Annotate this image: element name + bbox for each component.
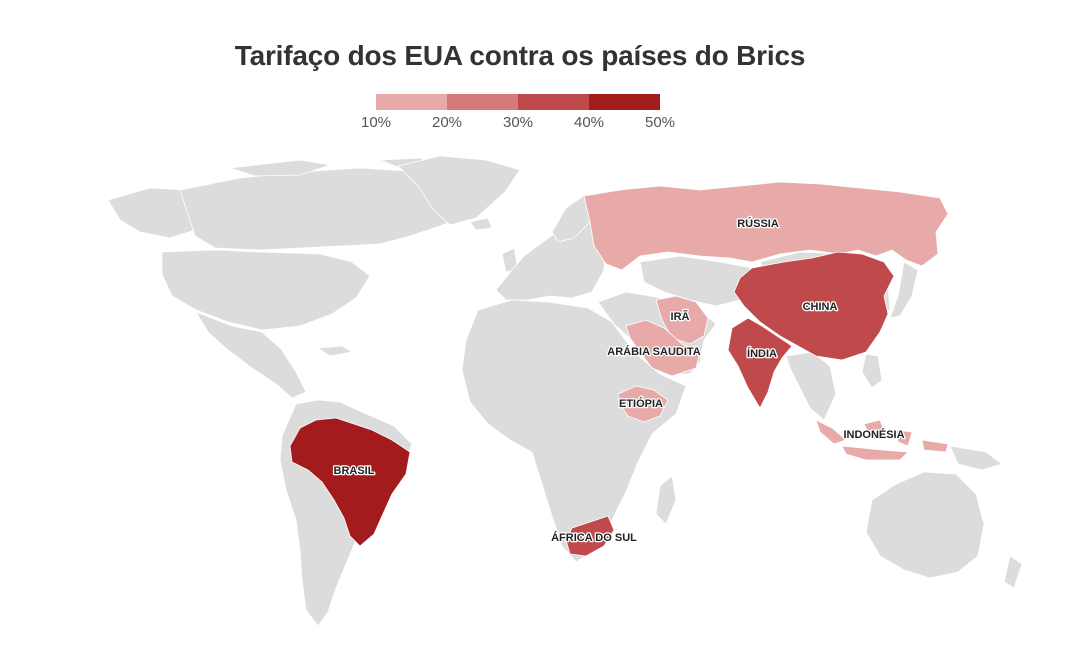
label-south-africa: ÁFRICA DO SUL — [551, 531, 637, 544]
country-saudi-arabia[interactable] — [625, 319, 701, 377]
legend-bar — [376, 94, 660, 110]
legend-tick: 40% — [573, 114, 605, 131]
land-madagascar — [655, 475, 677, 525]
map-title: Tarifaço dos EUA contra os países do Bri… — [234, 40, 806, 71]
legend-bin-40-50 — [589, 94, 660, 110]
country-indonesia[interactable] — [815, 419, 949, 461]
land-caribbean — [316, 345, 354, 357]
land-philippines — [861, 353, 883, 389]
legend-tick: 50% — [644, 114, 676, 131]
brics-countries — [289, 181, 949, 557]
legend-tick: 10% — [360, 114, 392, 131]
label-indonesia: INDONÉSIA — [843, 428, 904, 441]
legend-tick: 20% — [431, 114, 463, 131]
legend-tick: 30% — [502, 114, 534, 131]
legend-ticks: 10% 20% 30% 40% 50% — [361, 114, 675, 134]
color-legend: 10% 20% 30% 40% 50% — [361, 94, 675, 134]
land-new-guinea — [949, 445, 1003, 471]
label-iran: IRÃ — [671, 310, 690, 323]
label-brazil: BRASIL — [334, 465, 375, 477]
label-india: ÍNDIA — [747, 347, 777, 360]
country-russia[interactable] — [583, 181, 949, 271]
land-southeast-asia — [785, 351, 837, 421]
land-canada — [179, 167, 491, 251]
land-usa — [161, 249, 371, 331]
land-africa — [461, 299, 687, 563]
land-greenland — [397, 155, 521, 226]
land-new-zealand — [1003, 555, 1023, 589]
brics-labels: RÚSSIA CHINA IRÃ ARÁBIA SAUDITA ÍNDIA ET… — [332, 216, 906, 546]
legend-bin-10-20 — [376, 94, 447, 110]
legend-bin-30-40 — [518, 94, 589, 110]
land-australia — [865, 471, 985, 579]
land-mexico-central-america — [195, 311, 307, 399]
label-saudi-arabia: ARÁBIA SAUDITA — [607, 345, 701, 358]
country-ethiopia[interactable] — [617, 385, 669, 423]
land-iceland-uk — [469, 217, 519, 273]
label-russia: RÚSSIA — [737, 217, 779, 230]
label-ethiopia: ETIÓPIA — [619, 397, 663, 410]
country-brazil[interactable] — [289, 417, 411, 547]
legend-bin-20-30 — [447, 94, 518, 110]
country-south-africa[interactable] — [565, 515, 615, 557]
label-china: CHINA — [803, 301, 838, 313]
country-india[interactable] — [727, 317, 793, 409]
country-china[interactable] — [733, 251, 895, 361]
